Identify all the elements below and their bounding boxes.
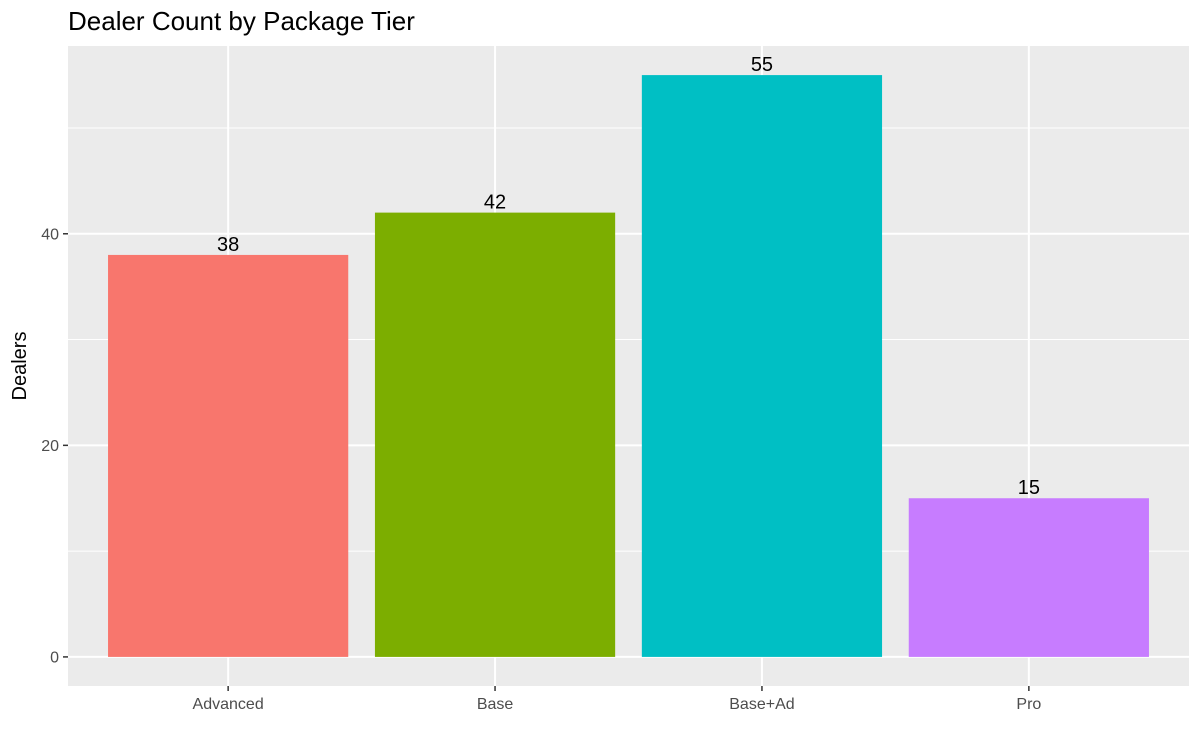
y-axis: 0 20 40	[41, 226, 68, 666]
bar	[908, 498, 1149, 657]
chart-title: Dealer Count by Package Tier	[68, 6, 415, 36]
x-axis: Advanced Base Base+Ad Pro	[193, 686, 1041, 713]
y-tick-label: 20	[41, 438, 59, 455]
y-tick-label: 40	[41, 226, 59, 243]
x-tick-label: Base	[477, 696, 514, 713]
bar	[641, 75, 883, 657]
y-axis-title: Dealers	[9, 332, 31, 401]
bar	[108, 254, 349, 657]
y-tick-label: 0	[50, 649, 59, 666]
x-tick-label: Pro	[1016, 696, 1041, 713]
x-tick-label: Advanced	[193, 696, 264, 713]
data-label: 38	[217, 234, 239, 256]
data-label: 42	[484, 192, 506, 214]
data-label: 55	[751, 54, 773, 76]
data-label: 15	[1018, 477, 1040, 499]
bar-series	[108, 75, 1149, 657]
x-tick-label: Base+Ad	[729, 696, 794, 713]
bar	[374, 212, 616, 657]
data-labels: 38 42 55 15	[217, 54, 1040, 499]
